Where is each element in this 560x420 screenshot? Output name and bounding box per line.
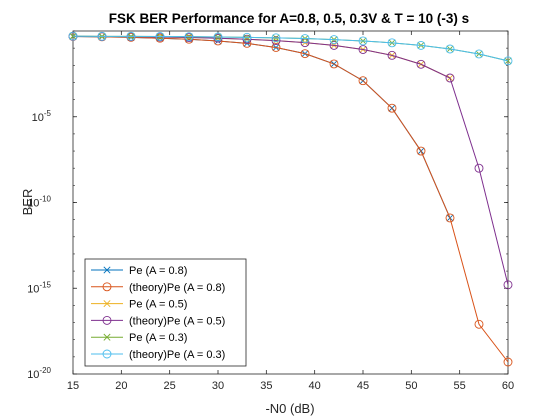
- data-point: [329, 40, 339, 50]
- data-point: [416, 146, 426, 156]
- legend-marker: [103, 266, 111, 274]
- x-tick-label: 30: [212, 380, 224, 392]
- y-tick-base: 10: [27, 283, 39, 295]
- x-tick-label: 55: [454, 380, 466, 392]
- data-point: [387, 103, 397, 113]
- data-point: [329, 35, 339, 45]
- data-point: [242, 32, 252, 42]
- data-point: [358, 76, 368, 86]
- legend-entry: (theory)Pe (A = 0.8): [91, 282, 225, 294]
- x-tick-label: 35: [260, 380, 272, 392]
- legend-entry: Pe (A = 0.5): [91, 299, 187, 311]
- y-tick-exponent: -15: [39, 280, 51, 289]
- series-line: [72, 35, 509, 62]
- data-point: [387, 38, 397, 48]
- y-tick-label: 10-15: [27, 280, 51, 295]
- y-tick-exponent: -10: [39, 195, 51, 204]
- data-point: [445, 73, 455, 83]
- y-tick-base: 10: [27, 369, 39, 381]
- data-point: [445, 44, 455, 54]
- legend-marker: [103, 300, 111, 308]
- data-point: [184, 32, 194, 42]
- legend-label: (theory)Pe (A = 0.3): [129, 349, 225, 361]
- legend-entry: Pe (A = 0.8): [91, 265, 187, 277]
- x-tick-label: 40: [309, 380, 321, 392]
- y-tick-label: 10-20: [27, 366, 51, 381]
- data-point: [271, 43, 281, 52]
- data-point: [271, 33, 281, 43]
- data-point: [474, 163, 484, 173]
- legend-label: (theory)Pe (A = 0.5): [129, 315, 225, 327]
- data-point: [503, 56, 513, 66]
- data-point: [416, 59, 426, 69]
- x-tick-label: 25: [164, 380, 176, 392]
- data-point: [387, 50, 397, 60]
- data-point: [416, 40, 426, 50]
- data-point: [445, 213, 455, 223]
- y-tick-base: 10: [27, 198, 39, 210]
- legend-label: (theory)Pe (A = 0.8): [129, 282, 225, 294]
- legend-marker: [102, 315, 112, 325]
- y-tick-base: 10: [32, 112, 44, 124]
- legend-label: Pe (A = 0.3): [129, 332, 187, 344]
- legend-entry: Pe (A = 0.3): [91, 332, 187, 344]
- data-point: [474, 319, 484, 329]
- data-point: [300, 34, 310, 43]
- x-tick-label: 60: [502, 380, 514, 392]
- data-point: [474, 49, 484, 59]
- y-tick-exponent: -20: [39, 366, 51, 375]
- series-line: [72, 35, 509, 363]
- legend-label: Pe (A = 0.5): [129, 299, 187, 311]
- data-point: [358, 36, 368, 46]
- legend-entry: (theory)Pe (A = 0.3): [91, 349, 225, 361]
- x-tick-label: 15: [67, 380, 79, 392]
- data-point: [68, 31, 78, 41]
- legend-box: [84, 258, 247, 367]
- legend-marker: [102, 282, 112, 292]
- data-point: [97, 31, 107, 41]
- x-axis-label: -N0 (dB): [265, 401, 314, 416]
- data-point: [155, 32, 165, 41]
- data-point: [271, 36, 281, 46]
- data-point: [213, 32, 223, 42]
- x-tick-label: 50: [405, 380, 417, 392]
- series-5: [68, 31, 513, 66]
- legend-marker: [102, 349, 112, 359]
- y-tick-exponent: -5: [44, 109, 52, 118]
- legend-label: Pe (A = 0.8): [129, 265, 187, 277]
- data-point: [300, 49, 310, 59]
- y-tick-label: 10-10: [27, 195, 51, 210]
- legend-entry: (theory)Pe (A = 0.5): [91, 315, 225, 327]
- legend-marker: [103, 333, 111, 341]
- y-axis-label: BER: [20, 189, 35, 216]
- data-point: [503, 357, 513, 367]
- x-tick-label: 20: [115, 380, 127, 392]
- data-point: [503, 280, 513, 290]
- series-group: [68, 31, 513, 367]
- y-tick-label: 10-5: [32, 109, 52, 124]
- x-tick-label: 45: [357, 380, 369, 392]
- legend: Pe (A = 0.8) (theory)Pe (A = 0.8) Pe (A = …: [84, 258, 247, 367]
- chart-title: FSK BER Performance for A=0.8, 0.5, 0.3V…: [109, 11, 469, 26]
- data-point: [358, 45, 368, 54]
- data-point: [126, 31, 136, 41]
- data-point: [329, 59, 339, 69]
